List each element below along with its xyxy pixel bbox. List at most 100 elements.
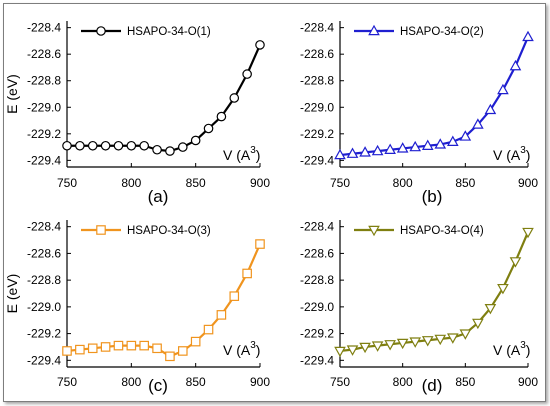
data-point <box>203 324 214 335</box>
y-tick-label: -229.0 <box>27 100 61 114</box>
x-tick-label: 850 <box>186 176 206 190</box>
y-tick-label: -229.0 <box>300 300 334 314</box>
data-point <box>139 340 149 351</box>
y-tick-label: -228.8 <box>27 273 61 287</box>
data-point <box>459 130 472 141</box>
data-point <box>409 337 422 348</box>
data-point <box>484 304 497 315</box>
x-tick-label: 850 <box>455 375 475 389</box>
data-point <box>255 239 265 249</box>
data-point <box>152 343 162 354</box>
series-line <box>67 44 262 153</box>
x-tick-label: 900 <box>518 375 538 389</box>
legend-swatch-marker <box>368 225 380 237</box>
panel-label: (d) <box>422 376 443 395</box>
data-point <box>113 140 124 151</box>
x-axis-title: V (A3) <box>223 145 260 163</box>
data-point <box>242 69 252 79</box>
legend-label: HSAPO-34-O(4) <box>400 225 484 237</box>
y-tick-label: -228.6 <box>27 47 61 61</box>
data-point <box>229 93 240 103</box>
x-axis-title: V (A3) <box>493 145 530 163</box>
data-point <box>346 147 359 158</box>
data-point <box>242 268 252 279</box>
data-point <box>359 146 371 157</box>
legend-label: HSAPO-34-O(1) <box>127 26 211 38</box>
data-point <box>139 140 149 151</box>
panel-d: -228.4 -228.6 -228.8 -229.0 -229.2 -229.4 750 8… <box>300 220 538 395</box>
data-point <box>459 329 472 340</box>
y-tick-label: -228.4 <box>27 220 61 234</box>
series-line <box>339 231 530 353</box>
data-point <box>359 342 371 354</box>
data-point <box>100 342 111 352</box>
data-point <box>178 142 188 152</box>
data-point <box>509 59 522 71</box>
series-line <box>66 243 262 358</box>
data-point <box>396 338 409 350</box>
data-point <box>472 118 484 129</box>
x-tick-label: 800 <box>393 375 413 389</box>
data-point <box>497 83 509 95</box>
x-axis-title: V (A3) <box>493 340 530 358</box>
data-point <box>216 111 227 122</box>
data-point <box>509 257 522 268</box>
y-tick-label: -229.0 <box>300 100 334 114</box>
data-point <box>384 340 396 351</box>
data-point <box>190 336 201 347</box>
y-tick-label: -228.4 <box>27 21 61 35</box>
legend-swatch-marker <box>96 26 106 36</box>
data-point <box>113 340 124 351</box>
x-axis-title: V (A3) <box>223 340 260 358</box>
data-point <box>434 138 447 149</box>
data-point <box>216 310 227 320</box>
data-point <box>100 140 111 151</box>
data-point <box>434 334 447 346</box>
x-tick-label: 800 <box>121 375 141 389</box>
panel-label: (b) <box>422 187 443 206</box>
data-point <box>87 140 98 151</box>
panel-c: -228.4 -228.6 -228.8 -229.0 -229.2 -229.4 750 8… <box>4 220 270 395</box>
y-tick-label: -229.2 <box>27 127 61 141</box>
data-point <box>522 30 534 42</box>
data-point <box>421 336 434 347</box>
y-tick-label: -228.4 <box>300 21 334 35</box>
data-point <box>62 140 72 151</box>
data-point <box>371 144 384 156</box>
x-tick-label: 850 <box>455 176 475 190</box>
y-tick-label: -228.8 <box>300 74 334 88</box>
data-point <box>334 346 346 358</box>
y-axis-title: E (eV) <box>4 274 20 314</box>
y-tick-label: -229.4 <box>300 153 334 167</box>
data-point <box>371 341 384 352</box>
x-tick-label: 800 <box>121 176 141 190</box>
y-tick-label: -228.8 <box>27 74 61 88</box>
y-tick-label: -229.2 <box>300 127 334 141</box>
x-tick-label: 900 <box>250 375 270 389</box>
legend-swatch-marker <box>368 24 380 36</box>
panel-label: (c) <box>148 376 168 395</box>
y-tick-label: -229.2 <box>27 327 61 341</box>
x-tick-label: 900 <box>250 176 270 190</box>
data-point <box>522 227 534 239</box>
x-tick-label: 750 <box>330 176 350 190</box>
data-point <box>75 140 85 151</box>
data-point <box>165 351 175 362</box>
data-point <box>497 283 509 295</box>
y-axis-title: E (eV) <box>4 74 20 114</box>
data-point <box>229 291 240 301</box>
data-point <box>165 146 175 156</box>
data-point <box>446 333 459 344</box>
legend-label: HSAPO-34-O(2) <box>400 26 484 38</box>
x-tick-label: 750 <box>330 375 350 389</box>
y-tick-label: -229.4 <box>27 153 61 167</box>
data-point <box>255 40 265 50</box>
data-point <box>384 143 396 154</box>
x-tick-label: 800 <box>393 176 413 190</box>
x-tick-label: 750 <box>57 375 77 389</box>
panel-a: -228.4 -228.6 -228.8 -229.0 -229.2 -229.4 750 8… <box>4 21 270 206</box>
data-point <box>152 144 162 155</box>
y-tick-label: -229.4 <box>27 353 61 367</box>
data-point <box>126 140 137 151</box>
